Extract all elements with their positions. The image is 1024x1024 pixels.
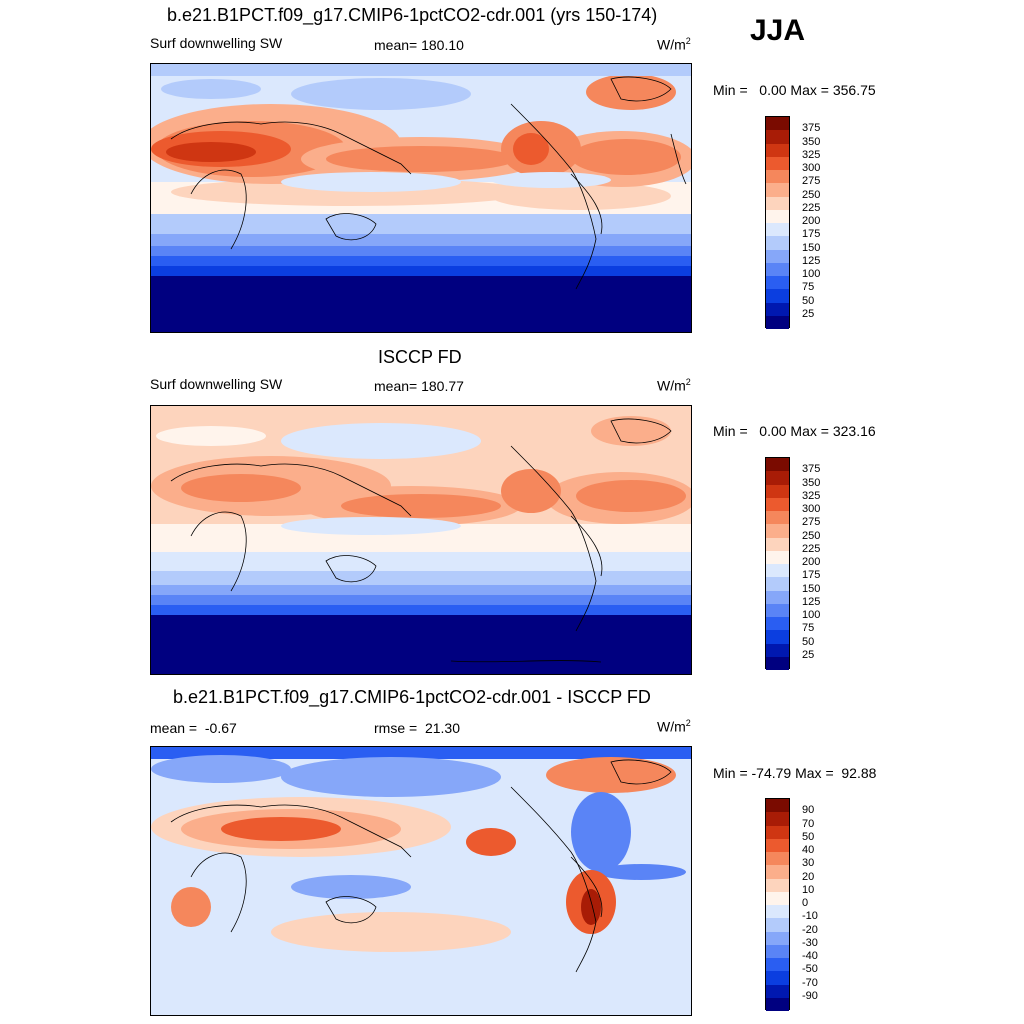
panel2-colorbar-tick-label: 50 <box>802 635 815 648</box>
panel2-colorbar-tick-label: 125 <box>802 595 821 608</box>
panel3-colorbar-tick-label: 70 <box>802 817 815 830</box>
panel3-map <box>150 746 692 1016</box>
panel1-colorbar-tick-label: 225 <box>802 201 821 214</box>
panel3-title: b.e21.B1PCT.f09_g17.CMIP6-1pctCO2-cdr.00… <box>173 687 651 707</box>
panel3-colorbar-tick-label: -20 <box>802 923 818 936</box>
panel2-colorbar-tick-label: 225 <box>802 542 821 555</box>
panel1-colorbar-tick-label: 250 <box>802 188 821 201</box>
panel2-colorbar-tick-label: 100 <box>802 609 821 621</box>
panel1-colorbar-tick-label: 25 <box>802 307 815 320</box>
panel1-colorbar-tick-label: 125 <box>802 254 821 267</box>
panel3-colorbar-tick-label: 90 <box>802 804 815 817</box>
panel1-colorbar-tick-label: 175 <box>802 228 821 241</box>
panel1-minmax: Min = 0.00 Max = 356.75 <box>713 82 876 98</box>
panel2-colorbar-tick-label: 150 <box>802 582 821 595</box>
panel3-colorbar-tick-label: -10 <box>802 910 818 923</box>
panel3-colorbar-tick-label: 40 <box>802 844 815 856</box>
panel1-colorbar-tick-label: 350 <box>802 135 821 148</box>
panel1-title: b.e21.B1PCT.f09_g17.CMIP6-1pctCO2-cdr.00… <box>167 5 658 25</box>
panel2-colorbar-tick-label: 175 <box>802 569 821 582</box>
panel3-colorbar-tick-label: -70 <box>802 976 818 989</box>
panel2-colorbar-tick-label: 250 <box>802 529 821 542</box>
panel1-colorbar-tick-label: 300 <box>802 162 821 174</box>
panel2-colorbar-tick-label: 275 <box>802 516 821 529</box>
panel1-colorbar-tick-label: 325 <box>802 148 821 161</box>
panel1-map <box>150 63 692 333</box>
panel3-colorbar-tick-label: 30 <box>802 857 815 870</box>
panel3-colorbar-tick-label: 20 <box>802 870 815 883</box>
panel1-variable-label: Surf downwelling SW <box>150 35 283 51</box>
panel1-colorbar-tick-label: 75 <box>802 281 815 294</box>
panel2-colorbar-tick-label: 25 <box>802 648 815 661</box>
panel3-colorbar <box>765 798 790 1011</box>
panel1-colorbar-tick-label: 100 <box>802 268 821 280</box>
panel3-colorbar-tick-label: 50 <box>802 830 815 843</box>
panel2-map <box>150 405 692 675</box>
panel3-rmse-label: rmse = 21.30 <box>374 720 460 736</box>
panel1-colorbar-tick-label: 200 <box>802 215 821 227</box>
season-label: JJA <box>750 14 806 47</box>
panel3-units: W/m2 <box>657 718 691 735</box>
panel1-colorbar-tick-label: 375 <box>802 122 821 135</box>
panel2-colorbar-tick-label: 325 <box>802 489 821 502</box>
panel2-colorbar-tick-label: 75 <box>802 622 815 635</box>
panel3-mean-label: mean = -0.67 <box>150 720 237 736</box>
panel3-colorbar-tick-label: -30 <box>802 936 818 949</box>
panel3-minmax: Min = -74.79 Max = 92.88 <box>713 765 877 781</box>
panel3-colorbar-tick-label: 0 <box>802 897 809 909</box>
panel3-colorbar-tick-label: -40 <box>802 950 818 962</box>
panel3-colorbar-tick-label: -90 <box>802 989 818 1002</box>
panel2-colorbar-tick-label: 350 <box>802 476 821 489</box>
panel3-colorbar-tick-label: 10 <box>802 883 815 896</box>
panel2-mean-label: mean= 180.77 <box>374 378 464 394</box>
panel1-units: W/m2 <box>657 36 691 53</box>
panel1-mean-label: mean= 180.10 <box>374 37 464 53</box>
panel2-units: W/m2 <box>657 377 691 394</box>
panel1-colorbar-tick-label: 150 <box>802 241 821 254</box>
panel2-colorbar-tick-label: 300 <box>802 503 821 515</box>
panel2-minmax: Min = 0.00 Max = 323.16 <box>713 423 876 439</box>
panel2-variable-label: Surf downwelling SW <box>150 376 283 392</box>
panel3-colorbar-tick-label: -50 <box>802 963 818 976</box>
panel2-colorbar-tick-label: 375 <box>802 463 821 476</box>
panel2-colorbar-tick-label: 200 <box>802 556 821 568</box>
panel1-colorbar-tick-label: 275 <box>802 175 821 188</box>
panel2-colorbar <box>765 457 790 670</box>
panel1-colorbar-tick-label: 50 <box>802 294 815 307</box>
panel1-colorbar <box>765 116 790 329</box>
panel2-title: ISCCP FD <box>378 347 462 367</box>
